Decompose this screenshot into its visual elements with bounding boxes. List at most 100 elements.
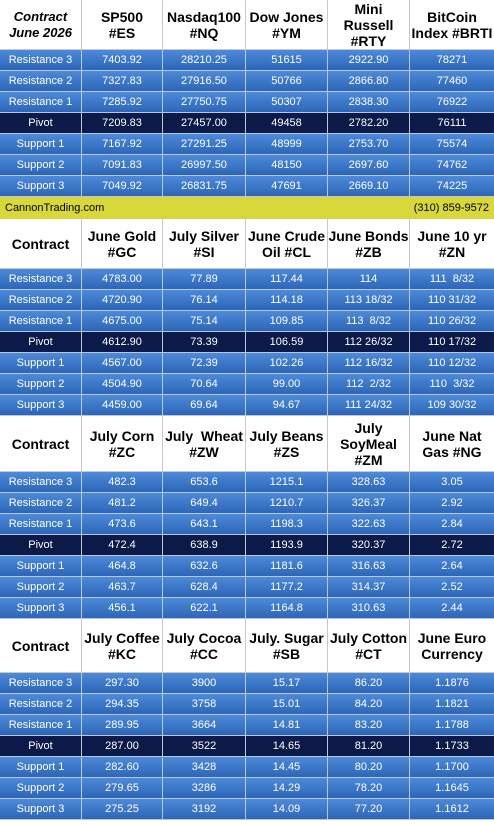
level-value: 314.37 [328, 577, 410, 598]
column-header: July Corn #ZC [82, 416, 163, 472]
row-label: Resistance 3 [0, 673, 82, 694]
level-value: 110 12/32 [410, 353, 494, 374]
level-value: 1.1821 [410, 694, 494, 715]
level-value: 86.20 [328, 673, 410, 694]
level-value: 114 [328, 269, 410, 290]
level-value: 2.44 [410, 598, 494, 619]
level-value: 638.9 [163, 535, 246, 556]
level-value: 110 17/32 [410, 332, 494, 353]
level-value: 3.05 [410, 472, 494, 493]
level-value: 4783.00 [82, 269, 163, 290]
level-value: 1181.6 [246, 556, 328, 577]
level-value: 110 31/32 [410, 290, 494, 311]
level-value: 74762 [410, 155, 494, 176]
data-row: Resistance 3 4783.00 77.89 117.44 114 111 8/3… [0, 269, 494, 290]
level-value: 109 30/32 [410, 395, 494, 416]
level-value: 48150 [246, 155, 328, 176]
data-row: Pivot 4612.90 73.39 106.59 112 26/32 110 17/3… [0, 332, 494, 353]
level-value: 316.63 [328, 556, 410, 577]
level-value: 4567.00 [82, 353, 163, 374]
level-value: 326.37 [328, 493, 410, 514]
data-row: Support 2 7091.83 26997.50 48150 2697.60 7476… [0, 155, 494, 176]
level-value: 1.1876 [410, 673, 494, 694]
row-label: Resistance 1 [0, 715, 82, 736]
level-value: 328.63 [328, 472, 410, 493]
level-value: 7285.92 [82, 92, 163, 113]
row-label: Support 3 [0, 395, 82, 416]
level-value: 109.85 [246, 311, 328, 332]
column-header: July Wheat #ZW [163, 416, 246, 472]
level-value: 2782.20 [328, 113, 410, 134]
level-value: 322.63 [328, 514, 410, 535]
column-header: July SoyMeal #ZM [328, 416, 410, 472]
level-value: 110 3/32 [410, 374, 494, 395]
row-label: Support 3 [0, 176, 82, 197]
level-value: 76111 [410, 113, 494, 134]
level-value: 481.2 [82, 493, 163, 514]
level-value: 3192 [163, 799, 246, 820]
level-value: 7091.83 [82, 155, 163, 176]
column-header: July Cotton #CT [328, 619, 410, 673]
row-label: Resistance 2 [0, 493, 82, 514]
level-value: 15.01 [246, 694, 328, 715]
data-row: Resistance 2 481.2 649.4 1210.7 326.37 2.92 [0, 493, 494, 514]
level-value: 106.59 [246, 332, 328, 353]
level-value: 94.67 [246, 395, 328, 416]
column-header: July Beans #ZS [246, 416, 328, 472]
column-header: Mini Russell #RTY [328, 0, 410, 50]
data-row: Resistance 3 297.30 3900 15.17 86.20 1.1876 [0, 673, 494, 694]
level-value: 75574 [410, 134, 494, 155]
level-value: 4504.90 [82, 374, 163, 395]
row-label: Support 2 [0, 374, 82, 395]
level-value: 1210.7 [246, 493, 328, 514]
data-row: Resistance 2 294.35 3758 15.01 84.20 1.1821 [0, 694, 494, 715]
column-header: July Coffee #KC [82, 619, 163, 673]
column-header: July Cocoa #CC [163, 619, 246, 673]
level-value: 69.64 [163, 395, 246, 416]
row-label: Resistance 3 [0, 50, 82, 71]
level-value: 4612.90 [82, 332, 163, 353]
level-value: 294.35 [82, 694, 163, 715]
column-header: June Nat Gas #NG [410, 416, 494, 472]
data-row: Support 3 7049.92 26831.75 47691 2669.10 7422… [0, 176, 494, 197]
level-value: 7327.83 [82, 71, 163, 92]
level-value: 310.63 [328, 598, 410, 619]
row-label: Pivot [0, 736, 82, 757]
level-value: 14.09 [246, 799, 328, 820]
level-value: 1.1700 [410, 757, 494, 778]
row-label: Support 1 [0, 556, 82, 577]
level-value: 297.30 [82, 673, 163, 694]
level-value: 2.92 [410, 493, 494, 514]
data-row: Resistance 3 7403.92 28210.25 51615 2922.90 7… [0, 50, 494, 71]
level-value: 7049.92 [82, 176, 163, 197]
level-value: 2866.80 [328, 71, 410, 92]
column-header: Nasdaq100 #NQ [163, 0, 246, 50]
column-header: SP500 #ES [82, 0, 163, 50]
level-value: 7209.83 [82, 113, 163, 134]
column-header: July. Sugar #SB [246, 619, 328, 673]
level-value: 102.26 [246, 353, 328, 374]
column-header: June Bonds #ZB [328, 219, 410, 269]
level-value: 3522 [163, 736, 246, 757]
level-value: 3664 [163, 715, 246, 736]
level-value: 1193.9 [246, 535, 328, 556]
level-value: 14.81 [246, 715, 328, 736]
table-section: Contract June Gold #GC July Silver #SI June… [0, 219, 494, 416]
level-value: 27291.25 [163, 134, 246, 155]
level-value: 113 18/32 [328, 290, 410, 311]
table-section: Contract June 2026 SP500 #ES Nasdaq100 #NQ… [0, 0, 494, 197]
row-label: Resistance 2 [0, 290, 82, 311]
level-value: 78.20 [328, 778, 410, 799]
level-value: 1215.1 [246, 472, 328, 493]
table-section: Contract July Corn #ZC July Wheat #ZW July … [0, 416, 494, 619]
row-label: Support 1 [0, 353, 82, 374]
level-value: 48999 [246, 134, 328, 155]
level-value: 27916.50 [163, 71, 246, 92]
level-value: 72.39 [163, 353, 246, 374]
level-value: 7403.92 [82, 50, 163, 71]
data-row: Support 2 279.65 3286 14.29 78.20 1.1645 [0, 778, 494, 799]
data-row: Support 1 464.8 632.6 1181.6 316.63 2.64 [0, 556, 494, 577]
level-value: 463.7 [82, 577, 163, 598]
level-value: 2.52 [410, 577, 494, 598]
